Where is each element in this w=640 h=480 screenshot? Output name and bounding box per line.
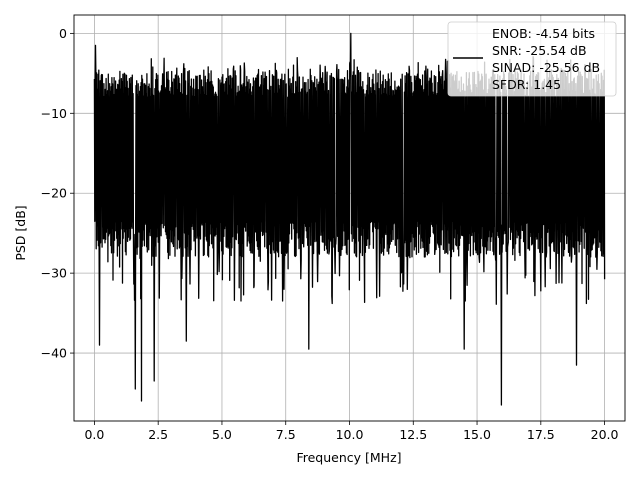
psd-series: [93, 32, 606, 406]
y-tick-label: −20: [41, 186, 67, 201]
y-tick-label: −30: [41, 266, 67, 281]
x-tick-label: 7.5: [276, 427, 296, 442]
y-axis: 0 −10 −20 −30 −40: [41, 26, 74, 361]
y-tick-label: −40: [41, 346, 67, 361]
legend: ENOB: -4.54 bits SNR: -25.54 dB SINAD: -…: [447, 21, 617, 97]
x-tick-label: 5.0: [212, 427, 232, 442]
y-axis-label: PSD [dB]: [13, 205, 28, 260]
y-tick-label: −10: [41, 106, 67, 121]
x-tick-label: 15.0: [463, 427, 491, 442]
x-tick-label: 2.5: [148, 427, 168, 442]
x-tick-label: 12.5: [399, 427, 427, 442]
x-axis: 0.0 2.5 5.0 7.5 10.0 12.5 15.0 17.5 20.0: [84, 421, 619, 442]
y-tick-label: 0: [59, 26, 67, 41]
x-tick-label: 0.0: [84, 427, 104, 442]
x-tick-label: 17.5: [527, 427, 555, 442]
legend-entry-sfdr: SFDR: 1.45: [492, 77, 561, 92]
legend-entry-sinad: SINAD: -25.56 dB: [492, 60, 600, 75]
x-axis-label: Frequency [MHz]: [296, 450, 401, 465]
psd-line: [93, 32, 606, 406]
legend-entry-snr: SNR: -25.54 dB: [492, 43, 587, 58]
legend-entry-enob: ENOB: -4.54 bits: [492, 26, 595, 41]
legend-box: [447, 21, 617, 97]
x-tick-label: 20.0: [591, 427, 619, 442]
x-tick-label: 10.0: [336, 427, 364, 442]
